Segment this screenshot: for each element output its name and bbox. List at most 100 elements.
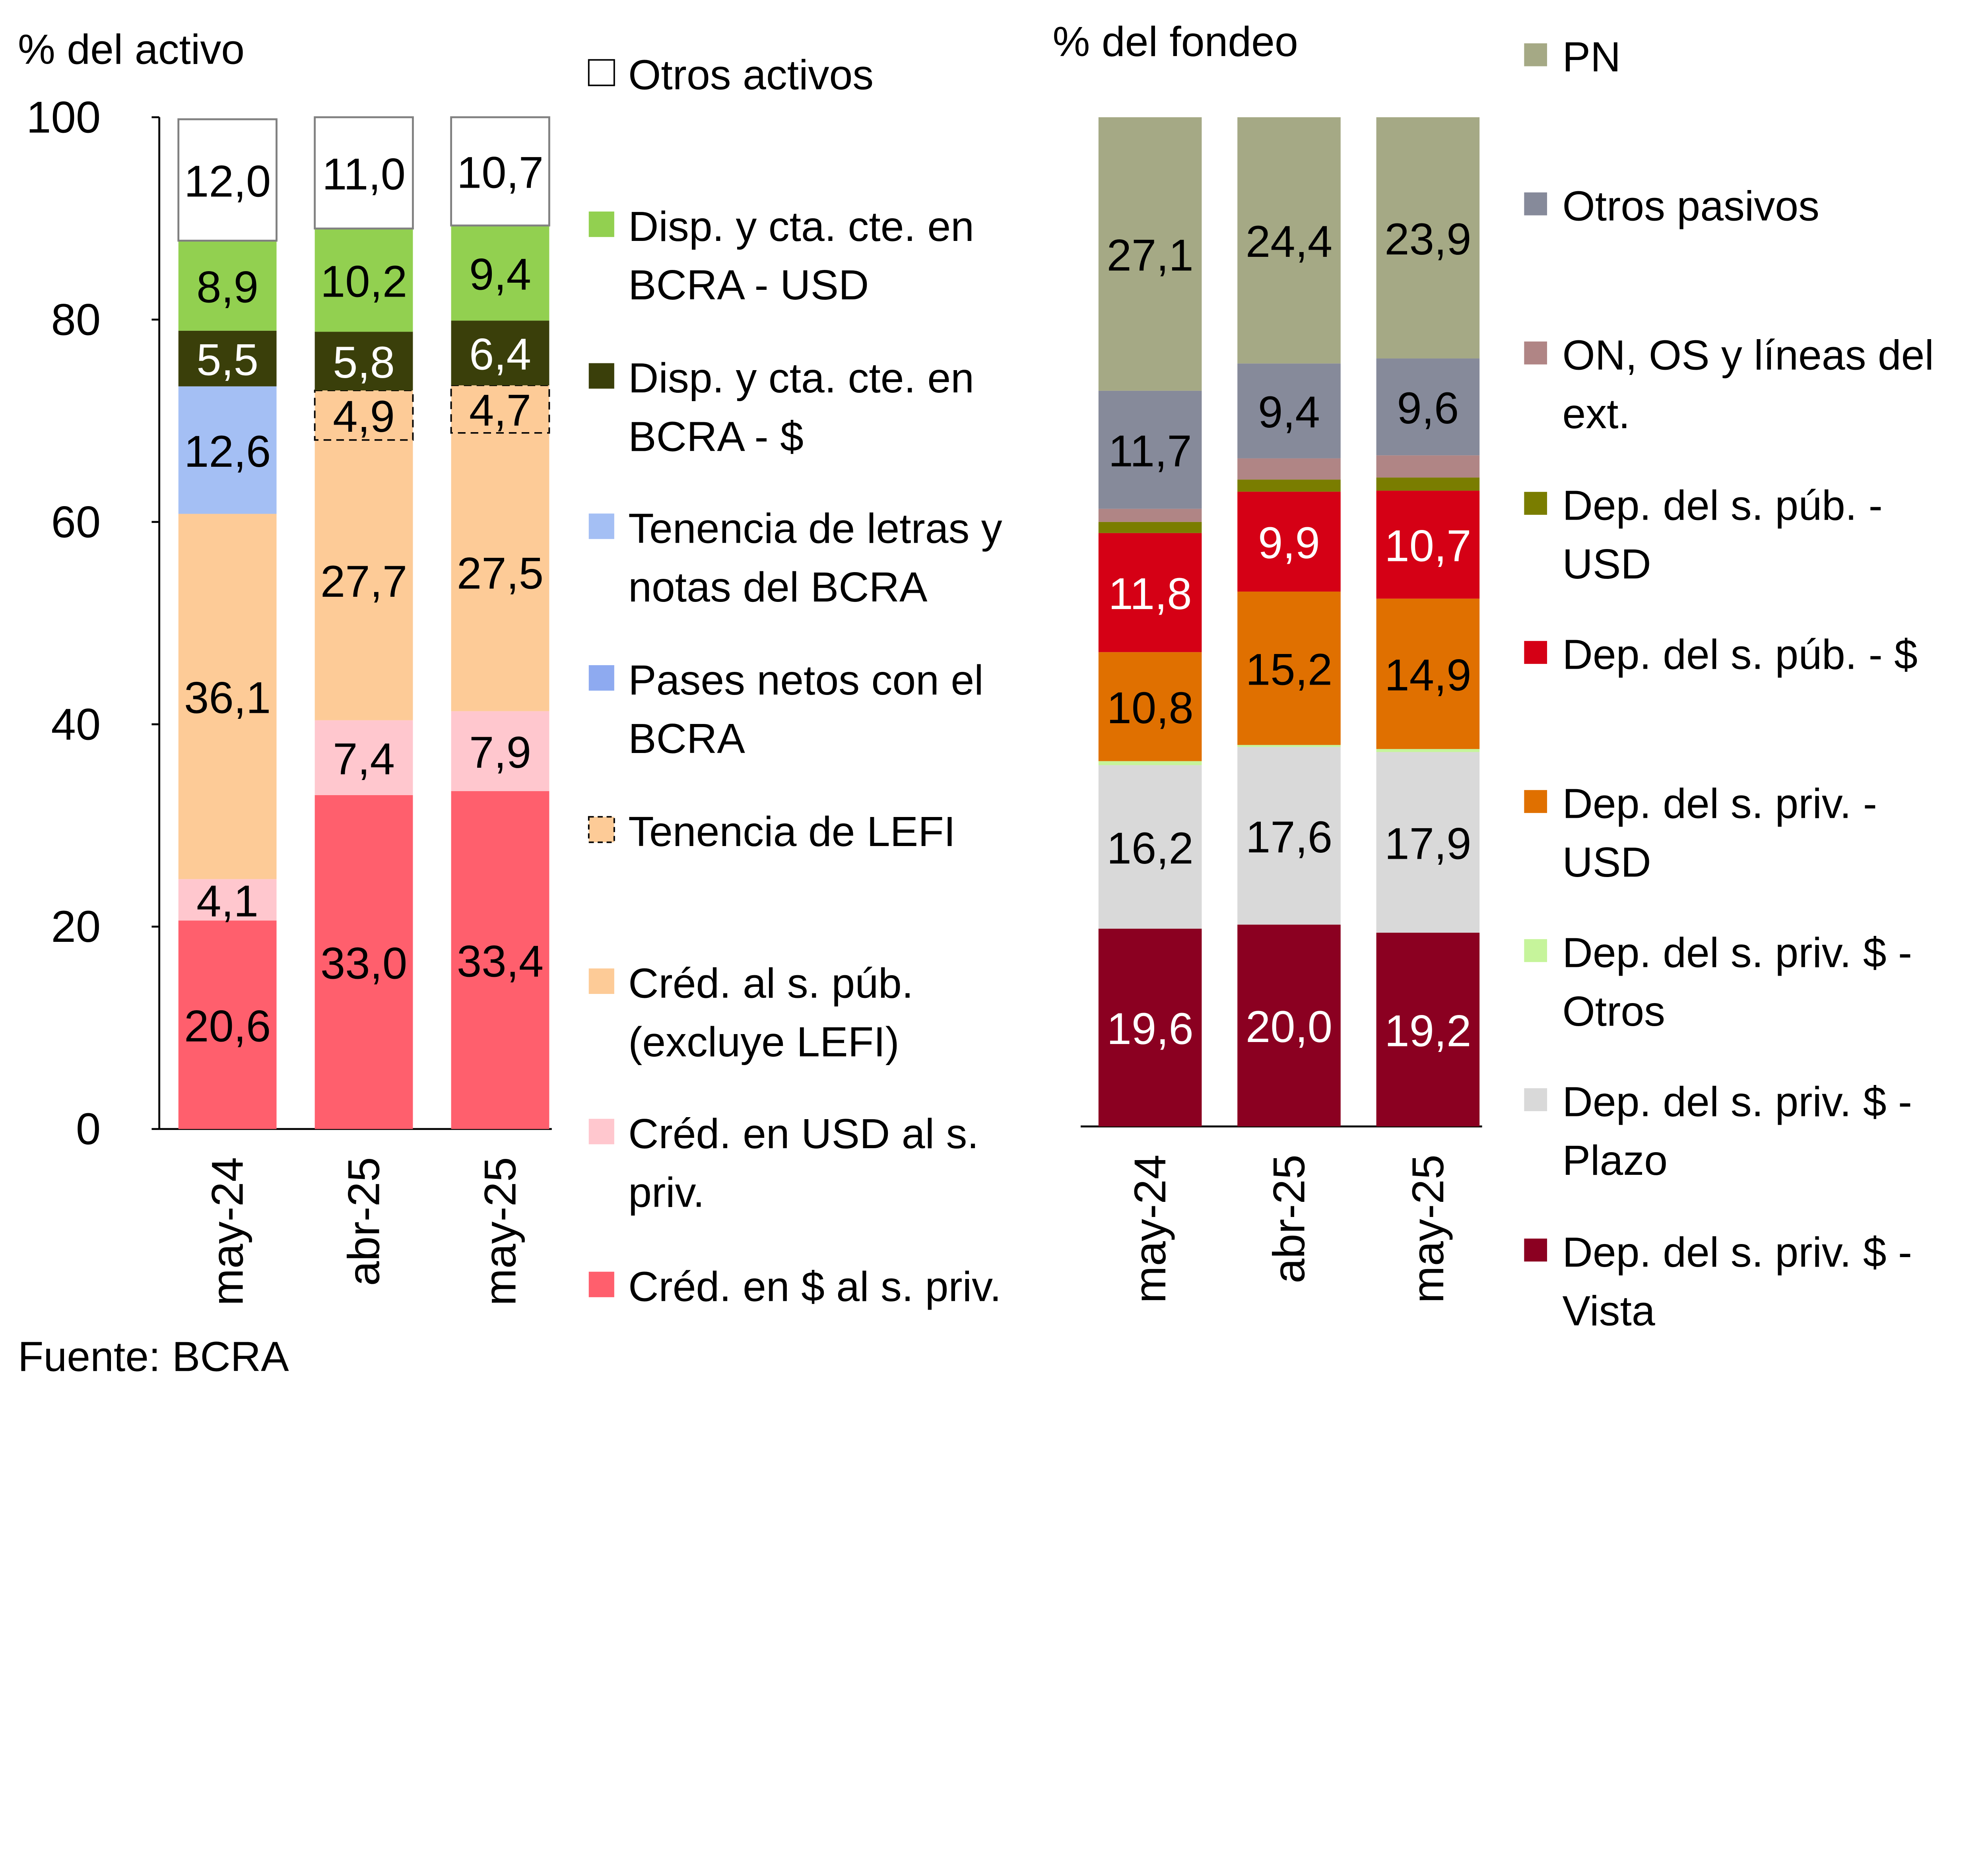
data-label: 8,9 [196,262,258,312]
y-tick-label: 0 [76,1104,101,1154]
bar-segment [1237,747,1341,925]
y-tick-label: 40 [51,699,101,749]
bar-segment [315,228,413,332]
data-label: 23,9 [1384,214,1471,264]
data-label: 17,9 [1384,818,1471,868]
bar-segment [1098,652,1202,761]
bar-segment [1376,455,1480,478]
data-label: 9,6 [1397,383,1459,433]
data-label: 27,7 [320,556,407,606]
legend-label: priv. [628,1169,705,1216]
legend-label: USD [1562,839,1651,886]
legend-label: Dep. del s. púb. - $ [1562,631,1918,678]
bar-segment [1237,924,1341,1127]
x-tick-label: may-25 [1403,1155,1453,1303]
source-note: Fuente: BCRA [18,1333,289,1380]
bar-segment [314,116,414,230]
bar-segment [1098,508,1202,522]
legend-label: BCRA - USD [628,262,869,309]
bar-segment [1098,765,1202,929]
data-label: 4,7 [469,385,531,435]
x-tick-label: may-25 [475,1157,525,1306]
data-label: 10,8 [1107,683,1193,733]
bar-segment [1376,598,1480,749]
data-label: 19,2 [1384,1005,1471,1056]
data-label: 9,9 [1258,518,1320,568]
bar-segment [1098,117,1202,391]
legend-swatch [588,665,614,691]
legend-label: Dep. del s. púb. - [1562,482,1882,529]
legend-swatch [1524,43,1547,66]
bar-segment [315,440,413,720]
legend-label: Tenencia de LEFI [628,808,955,855]
data-label: 27,5 [457,548,544,598]
x-tick-label: may-24 [1125,1155,1175,1303]
data-label: 10,2 [320,256,407,306]
bar-segment [315,795,413,1129]
bar-segment [1237,491,1341,592]
y-tick-label: 60 [51,497,101,547]
legend-label: Pases netos con el [628,657,984,704]
legend-label: PN [1562,33,1621,80]
legend-swatch [588,513,614,539]
y-tick-label: 100 [26,92,101,142]
legend-swatch [588,1119,614,1145]
legend-swatch [588,816,615,843]
legend-label: BCRA - $ [628,413,804,460]
legend-label: Créd. al s. púb. [628,960,913,1007]
x-tick-label: abr-25 [339,1157,389,1286]
data-label: 33,0 [320,938,407,988]
bank-balance-charts: % del activo % del fondeo Fuente: BCRA 0… [18,18,1934,1380]
data-label: 11,0 [322,149,406,199]
legend-swatch [588,1271,614,1297]
data-label: 4,9 [333,391,395,441]
bar-segment [1376,752,1480,933]
bar-segment [178,241,277,331]
legend-label: Dep. del s. priv. $ - [1562,930,1912,976]
legend-label: Créd. en $ al s. priv. [628,1263,1001,1310]
data-label: 10,7 [1384,521,1471,571]
legend-swatch [1524,192,1547,215]
x-tick-label: abr-25 [1264,1155,1314,1283]
data-label: 12,6 [184,426,271,476]
y-tick-label: 20 [51,901,101,951]
legend-label: Disp. y cta. cte. en [628,355,974,402]
legend-swatch [1524,641,1547,664]
data-label: 5,8 [333,337,395,387]
bar-segment [1098,390,1202,509]
data-label: 36,1 [184,672,271,722]
legend-label: Créd. en USD al s. [628,1110,979,1157]
data-label: 9,4 [1258,387,1320,437]
data-label: 10,7 [457,147,544,198]
bar-segment [1237,363,1341,458]
legend-label: BCRA [628,715,745,762]
legend-label: Disp. y cta. cte. en [628,203,974,250]
data-label: 4,1 [196,876,258,926]
legend-label: USD [1562,541,1651,588]
legend-label: ext. [1562,390,1630,437]
legend-swatch [1524,341,1547,365]
left-ylabel: % del activo [18,26,245,73]
data-label: 6,4 [469,329,531,379]
legend-swatch [1524,1238,1547,1262]
data-label: 9,4 [469,249,531,299]
data-label: 15,2 [1246,644,1332,695]
data-label: 11,8 [1109,569,1192,619]
bar-segment [450,384,550,434]
legend-label: Dep. del s. priv. $ - [1562,1229,1912,1276]
legend-swatch [588,212,614,237]
data-label: 27,1 [1107,230,1193,280]
bar-segment [178,920,277,1129]
bar-segment [451,320,549,386]
y-tick-label: 80 [51,294,101,344]
data-label: 7,4 [333,734,395,784]
x-tick-label: may-24 [202,1157,252,1306]
bar-segment [178,330,277,386]
bar-segment [315,720,413,795]
data-label: 33,4 [457,936,544,986]
legend-label: Plazo [1562,1137,1668,1184]
legend-label: Dep. del s. priv. - [1562,780,1877,827]
bar-segment [451,433,549,711]
bar-segment [314,390,414,441]
legend-label: Vista [1562,1287,1655,1334]
